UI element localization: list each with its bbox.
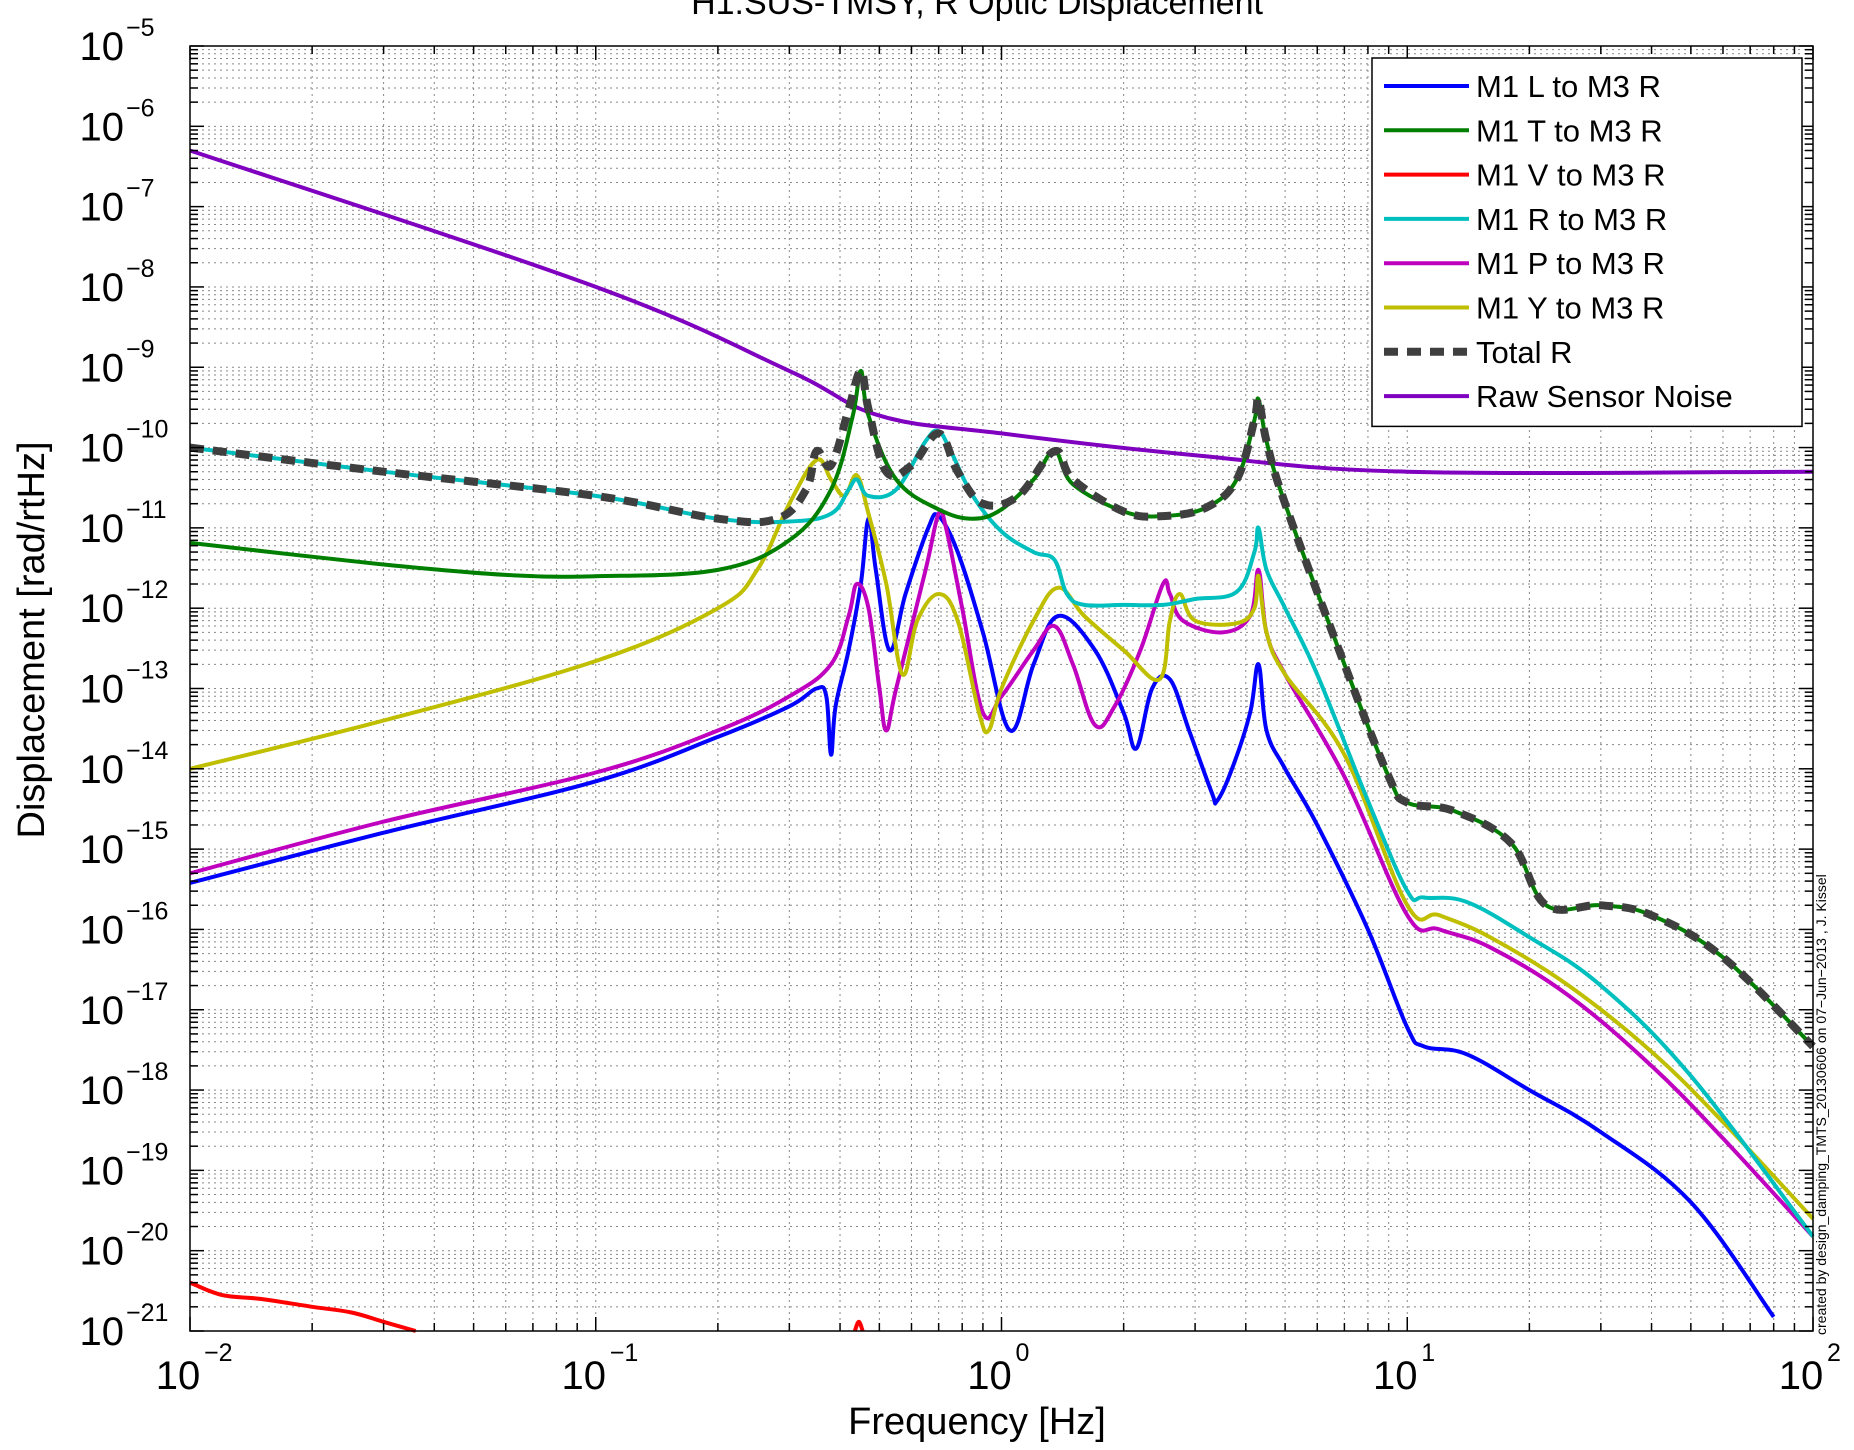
legend-box <box>1371 57 1803 428</box>
x-axis-label: Frequency [Hz] <box>848 1401 1106 1443</box>
x-tick-label: 10 <box>967 1354 1012 1398</box>
y-tick-label: 10 <box>80 828 125 872</box>
y-tick-exponent: −15 <box>126 817 168 845</box>
series-line-total-r <box>189 366 1816 1050</box>
x-tick-label: 10 <box>562 1354 607 1398</box>
legend-label: Raw Sensor Noise <box>1476 379 1733 414</box>
y-tick-label: 10 <box>80 587 125 631</box>
y-tick-label: 10 <box>80 507 125 551</box>
legend-label: M1 V to M3 R <box>1476 158 1666 193</box>
x-tick-exponent: 2 <box>1827 1339 1841 1367</box>
y-tick-exponent: −12 <box>126 576 168 604</box>
y-tick-label: 10 <box>80 346 125 390</box>
y-tick-exponent: −13 <box>126 657 168 685</box>
x-tick-exponent: −1 <box>610 1339 639 1367</box>
series-line-m1-l-to-m3-r <box>189 512 1776 1319</box>
y-tick-label: 10 <box>80 1310 125 1354</box>
legend-label: M1 P to M3 R <box>1476 246 1665 281</box>
y-tick-exponent: −16 <box>126 897 168 925</box>
y-tick-exponent: −11 <box>126 496 167 524</box>
y-tick-label: 10 <box>80 266 125 310</box>
y-tick-label: 10 <box>80 748 125 792</box>
legend-label: M1 L to M3 R <box>1476 69 1661 104</box>
y-tick-label: 10 <box>80 1149 125 1193</box>
y-tick-label: 10 <box>80 668 125 712</box>
legend-label: M1 R to M3 R <box>1476 202 1667 237</box>
y-tick-exponent: −20 <box>126 1219 168 1247</box>
series-line-m1-v-to-m3-r <box>189 1280 417 1333</box>
series-line-m1-y-to-m3-r <box>189 457 1815 1221</box>
series-line-m1-r-to-m3-r <box>189 428 1815 1238</box>
y-tick-label: 10 <box>80 186 125 230</box>
y-tick-label: 10 <box>80 908 125 952</box>
x-tick-exponent: −2 <box>204 1339 233 1367</box>
y-tick-exponent: −7 <box>126 175 155 203</box>
x-tick-label: 10 <box>1779 1354 1824 1398</box>
legend: M1 L to M3 R M1 T to M3 R M1 V to M3 R M1 R… <box>1371 57 1803 428</box>
y-tick-label: 10 <box>80 1069 125 1113</box>
chart-title: H1:SUS-TMSY, R Optic Displacement <box>691 0 1263 22</box>
x-tick-label: 10 <box>1373 1354 1418 1398</box>
series-line-m1-v-to-m3-r <box>852 1319 865 1332</box>
y-tick-exponent: −19 <box>126 1138 168 1166</box>
y-tick-exponent: −17 <box>126 978 168 1006</box>
y-tick-exponent: −18 <box>126 1058 168 1086</box>
y-tick-exponent: −6 <box>126 94 155 122</box>
legend-label: Total R <box>1476 335 1572 370</box>
y-tick-label: 10 <box>80 25 125 69</box>
credit-label: created by design_damping_TMTS_20130606 … <box>1813 874 1829 1335</box>
legend-label: M1 Y to M3 R <box>1476 291 1664 326</box>
y-tick-exponent: −8 <box>126 255 155 283</box>
y-tick-label: 10 <box>80 1230 125 1274</box>
series-line-m1-p-to-m3-r <box>189 508 1815 1238</box>
series-line-raw-sensor-noise <box>189 148 1814 476</box>
y-tick-label: 10 <box>80 427 125 471</box>
y-tick-exponent: −9 <box>126 335 155 363</box>
y-axis-label: Displacement [rad/rtHz] <box>11 441 53 838</box>
y-tick-exponent: −10 <box>126 416 168 444</box>
series-layer <box>189 148 1816 1333</box>
x-tick-label: 10 <box>156 1354 201 1398</box>
legend-label: M1 T to M3 R <box>1476 113 1663 148</box>
x-tick-exponent: 1 <box>1421 1339 1435 1367</box>
y-tick-label: 10 <box>80 105 125 149</box>
y-tick-exponent: −14 <box>126 737 169 765</box>
y-tick-exponent: −5 <box>126 14 155 42</box>
x-tick-exponent: 0 <box>1016 1339 1030 1367</box>
y-tick-label: 10 <box>80 989 125 1033</box>
y-tick-exponent: −21 <box>126 1299 168 1327</box>
